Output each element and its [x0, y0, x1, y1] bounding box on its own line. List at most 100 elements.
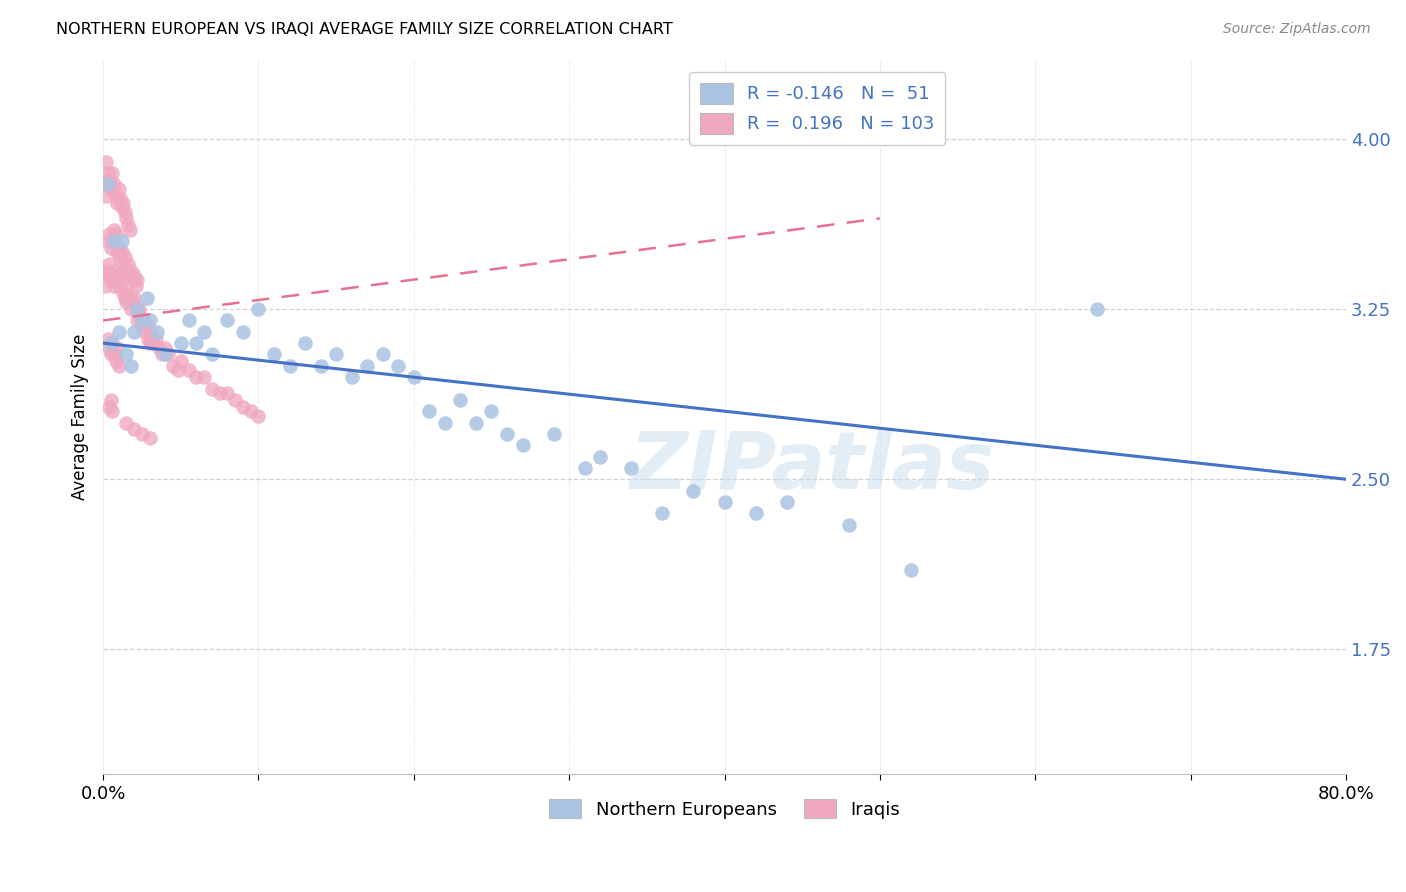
Point [125, 279, 148, 293]
Point [186, 370, 208, 384]
Point [121, 295, 143, 310]
Point [117, 257, 139, 271]
Point [132, 313, 155, 327]
Point [309, 359, 332, 373]
Point [107, 241, 129, 255]
Point [148, 341, 170, 355]
Point [135, 318, 157, 332]
Point [100, 392, 122, 407]
Point [127, 272, 149, 286]
Point [122, 422, 145, 436]
Point [100, 336, 122, 351]
Point [449, 392, 471, 407]
Point [138, 313, 160, 327]
Point [114, 250, 136, 264]
Point [512, 438, 534, 452]
Point [111, 245, 134, 260]
Point [103, 234, 125, 248]
Point [101, 234, 124, 248]
Point [155, 347, 177, 361]
Point [111, 234, 134, 248]
Point [120, 302, 142, 317]
Point [247, 409, 270, 423]
Point [104, 188, 127, 202]
Point [115, 295, 138, 310]
Point [433, 416, 456, 430]
Point [128, 302, 150, 317]
Point [107, 268, 129, 282]
Point [138, 431, 160, 445]
Point [100, 347, 122, 361]
Point [574, 461, 596, 475]
Point [150, 347, 173, 361]
Point [100, 241, 122, 255]
Point [104, 354, 127, 368]
Point [775, 495, 797, 509]
Point [97, 263, 120, 277]
Point [170, 336, 193, 351]
Point [114, 291, 136, 305]
Point [217, 386, 239, 401]
Point [98, 227, 121, 242]
Point [294, 336, 316, 351]
Point [96, 154, 118, 169]
Point [115, 347, 138, 361]
Point [111, 272, 134, 286]
Point [120, 359, 142, 373]
Point [465, 416, 488, 430]
Text: Source: ZipAtlas.com: Source: ZipAtlas.com [1223, 22, 1371, 37]
Point [118, 291, 141, 305]
Point [97, 234, 120, 248]
Point [101, 166, 124, 180]
Point [101, 336, 124, 351]
Point [651, 506, 673, 520]
Point [387, 359, 409, 373]
Point [115, 416, 138, 430]
Point [201, 382, 224, 396]
Point [155, 341, 177, 355]
Point [201, 347, 224, 361]
Point [103, 178, 125, 192]
Point [103, 223, 125, 237]
Point [105, 341, 128, 355]
Point [127, 313, 149, 327]
Point [340, 370, 363, 384]
Point [166, 363, 188, 377]
Point [114, 204, 136, 219]
Point [278, 359, 301, 373]
Point [193, 370, 215, 384]
Text: NORTHERN EUROPEAN VS IRAQI AVERAGE FAMILY SIZE CORRELATION CHART: NORTHERN EUROPEAN VS IRAQI AVERAGE FAMIL… [56, 22, 673, 37]
Point [122, 291, 145, 305]
Point [402, 370, 425, 384]
Point [101, 404, 124, 418]
Legend: Northern Europeans, Iraqis: Northern Europeans, Iraqis [541, 792, 908, 826]
Point [96, 268, 118, 282]
Point [838, 517, 860, 532]
Point [117, 218, 139, 232]
Point [263, 347, 285, 361]
Point [138, 336, 160, 351]
Point [118, 223, 141, 237]
Point [103, 279, 125, 293]
Point [96, 188, 118, 202]
Point [496, 426, 519, 441]
Point [744, 506, 766, 520]
Point [193, 325, 215, 339]
Point [110, 191, 132, 205]
Point [682, 483, 704, 498]
Point [112, 286, 135, 301]
Point [98, 257, 121, 271]
Point [115, 211, 138, 226]
Point [121, 272, 143, 286]
Point [118, 268, 141, 282]
Point [713, 495, 735, 509]
Point [112, 257, 135, 271]
Point [136, 332, 159, 346]
Point [131, 426, 153, 441]
Point [98, 341, 121, 355]
Point [208, 386, 231, 401]
Point [232, 325, 254, 339]
Point [101, 268, 124, 282]
Point [177, 363, 200, 377]
Point [122, 325, 145, 339]
